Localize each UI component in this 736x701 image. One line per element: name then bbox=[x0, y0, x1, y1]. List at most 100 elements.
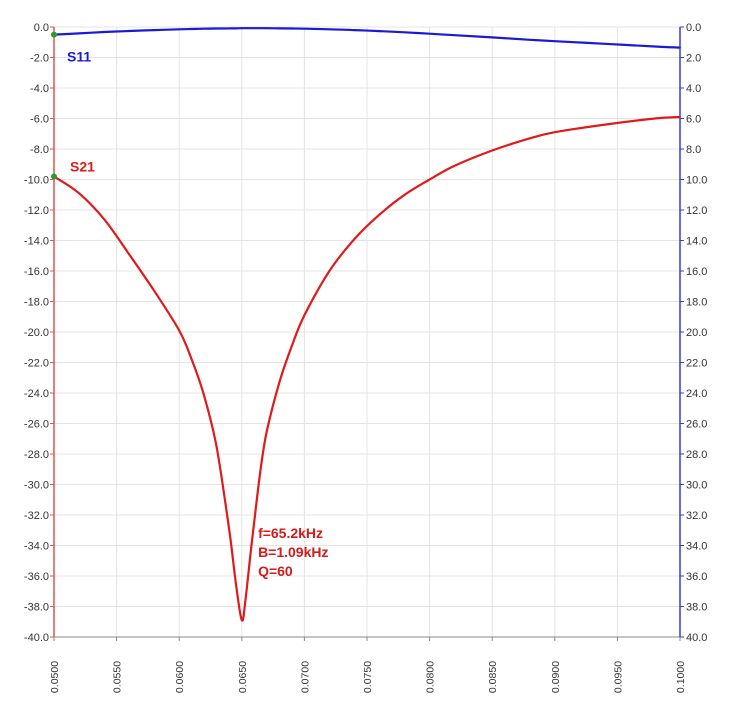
y-tick-label-right: 4.0 bbox=[686, 83, 701, 95]
y-tick-label-left: -4.0 bbox=[30, 83, 49, 95]
data-point-s11 bbox=[554, 40, 556, 42]
y-tick-label-left: -36.0 bbox=[24, 571, 49, 583]
x-tick-label: 0.0750 bbox=[362, 661, 374, 693]
data-point-s21 bbox=[604, 123, 606, 126]
data-point-s11 bbox=[253, 27, 256, 30]
data-point-s21 bbox=[266, 430, 268, 432]
data-point-s11 bbox=[241, 27, 243, 30]
y-tick-label-right: 18.0 bbox=[686, 297, 707, 309]
data-point-s21 bbox=[428, 178, 431, 181]
data-point-s11 bbox=[244, 27, 247, 30]
data-point-s21 bbox=[328, 270, 331, 272]
x-tick-label: 0.0550 bbox=[112, 661, 124, 693]
x-tick-label: 0.0800 bbox=[425, 661, 437, 693]
x-tick-label: 0.0950 bbox=[612, 661, 624, 693]
y-tick-label-left: -40.0 bbox=[24, 632, 49, 644]
data-point-s11 bbox=[78, 32, 80, 35]
y-tick-label-right: 28.0 bbox=[686, 449, 707, 461]
y-tick-label-left: 0.0 bbox=[34, 22, 49, 34]
x-tick-label: 0.0850 bbox=[487, 661, 499, 693]
data-point-s11 bbox=[679, 46, 681, 49]
annotation-bandwidth: B=1.09kHz bbox=[258, 544, 328, 560]
y-tick-label-left: -12.0 bbox=[24, 205, 49, 217]
y-tick-label-right: 30.0 bbox=[686, 480, 707, 492]
y-tick-label-left: -38.0 bbox=[24, 602, 49, 614]
y-tick-label-right: 6.0 bbox=[686, 114, 701, 126]
series-lines bbox=[51, 27, 681, 622]
data-point-s21 bbox=[259, 468, 262, 471]
data-point-s21 bbox=[228, 529, 231, 532]
data-point-s11 bbox=[654, 45, 656, 48]
data-point-s11 bbox=[234, 27, 237, 30]
resonance-annotation: f=65.2kHz B=1.09kHz Q=60 bbox=[258, 525, 328, 579]
x-tick-label: 0.1000 bbox=[675, 661, 687, 693]
data-point-s21 bbox=[403, 193, 406, 196]
y-tick-label-right: 40.0 bbox=[686, 632, 707, 644]
data-point-s11 bbox=[303, 27, 306, 30]
data-point-s21 bbox=[241, 619, 243, 622]
data-point-s11 bbox=[249, 27, 252, 30]
data-point-s11 bbox=[153, 29, 155, 31]
data-point-s11 bbox=[266, 27, 268, 30]
y-tick-label-right: 26.0 bbox=[686, 419, 707, 431]
data-point-s21 bbox=[278, 381, 281, 384]
data-point-s11 bbox=[228, 27, 231, 30]
data-point-s11 bbox=[203, 27, 206, 30]
data-point-s21 bbox=[249, 552, 252, 554]
data-point-s21 bbox=[178, 329, 180, 332]
x-tick-label: 0.0700 bbox=[299, 661, 311, 693]
data-point-s21 bbox=[78, 192, 80, 195]
y-tick-label-left: -30.0 bbox=[24, 480, 49, 492]
data-point-s11 bbox=[453, 34, 456, 37]
y-tick-label-right: 0.0 bbox=[686, 22, 701, 34]
data-point-s21 bbox=[128, 253, 130, 256]
y-tick-label-left: -22.0 bbox=[24, 358, 49, 370]
y-tick-label-left: -32.0 bbox=[24, 510, 49, 522]
data-point-s21 bbox=[303, 314, 306, 317]
data-point-s21 bbox=[554, 131, 556, 134]
x-tick-label: 0.0600 bbox=[174, 661, 186, 693]
y-tick-label-left: -14.0 bbox=[24, 236, 49, 248]
data-point-s11 bbox=[491, 36, 494, 39]
data-point-s11 bbox=[128, 30, 130, 32]
data-point-s11 bbox=[190, 28, 193, 30]
data-point-s21 bbox=[491, 149, 494, 152]
y-tick-label-left: -16.0 bbox=[24, 266, 49, 278]
y-tick-label-right: 34.0 bbox=[686, 541, 707, 553]
data-point-s11 bbox=[378, 30, 381, 32]
data-point-s21 bbox=[215, 447, 218, 449]
data-point-s21 bbox=[203, 395, 206, 397]
data-point-s21 bbox=[353, 238, 356, 240]
marker-s21-start bbox=[51, 173, 57, 180]
y-tick-label-left: -6.0 bbox=[30, 114, 49, 126]
y-tick-label-right: 20.0 bbox=[686, 327, 707, 339]
y-tick-label-left: -34.0 bbox=[24, 541, 49, 553]
data-point-s21 bbox=[291, 344, 293, 347]
data-point-s21 bbox=[679, 116, 681, 118]
data-point-s11 bbox=[278, 27, 281, 30]
data-point-s21 bbox=[378, 213, 381, 216]
data-point-s21 bbox=[244, 598, 247, 600]
y-tick-label-right: 24.0 bbox=[686, 388, 707, 400]
series-labels: S11 S21 bbox=[67, 49, 95, 175]
y-tick-label-left: -24.0 bbox=[24, 388, 49, 400]
x-tick-label: 0.0500 bbox=[49, 661, 61, 693]
grid bbox=[53, 26, 681, 638]
y-tick-label-right: 32.0 bbox=[686, 510, 707, 522]
series-label-s21: S21 bbox=[70, 158, 95, 174]
x-tick-label: 0.0900 bbox=[550, 661, 562, 693]
data-point-s11 bbox=[403, 31, 406, 34]
y-tick-label-left: -28.0 bbox=[24, 449, 49, 461]
data-point-s11 bbox=[528, 39, 531, 41]
data-point-s21 bbox=[453, 164, 456, 167]
data-point-s11 bbox=[353, 29, 356, 31]
y-tick-label-right: 16.0 bbox=[686, 266, 707, 278]
y-tick-label-right: 38.0 bbox=[686, 602, 707, 614]
y-tick-label-left: -8.0 bbox=[30, 144, 49, 156]
annotation-frequency: f=65.2kHz bbox=[258, 525, 323, 541]
y-tick-label-right: 14.0 bbox=[686, 236, 707, 248]
y-tick-label-left: -2.0 bbox=[30, 53, 49, 65]
data-point-s11 bbox=[103, 31, 105, 33]
data-point-s21 bbox=[528, 137, 531, 140]
